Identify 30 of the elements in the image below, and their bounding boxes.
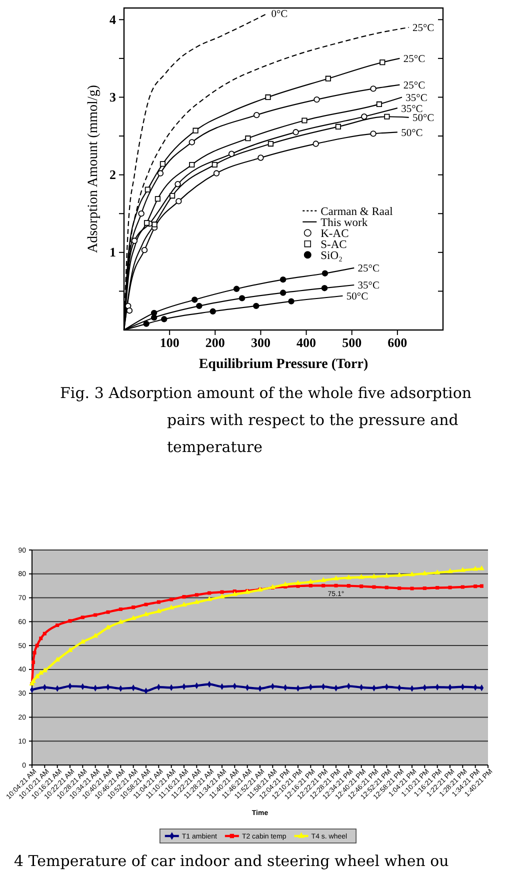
x-tick-label: 600 xyxy=(388,335,408,350)
annotation: 50°C xyxy=(346,292,368,303)
annotation: 25°C xyxy=(403,80,426,92)
annotation: 50°C xyxy=(401,128,423,139)
legend-label: S-AC xyxy=(320,238,348,251)
x-tick-label: 300 xyxy=(250,335,270,350)
legend-label: Carman & Raal xyxy=(320,206,393,218)
annotation: 35°C xyxy=(406,92,428,104)
x-tick-label: 500 xyxy=(342,335,362,350)
annotation: 25°C xyxy=(403,54,426,66)
x-axis-title: Equilibrium Pressure (Torr) xyxy=(198,357,368,372)
legend-label: SiO₂ xyxy=(320,250,343,262)
x-tick-label: 400 xyxy=(296,335,316,350)
y-axis-title: Adsorption Amount (mmol/g) xyxy=(86,84,101,253)
annotation: 35°C xyxy=(401,104,423,115)
caption: Fig. 3 Adsorption amount of the whole five adsorption pairs with respect to the pressure and temperature xyxy=(60,384,472,456)
annotation: 35°C xyxy=(358,280,380,292)
x-tick-label: 100 xyxy=(160,335,180,350)
text: 4 Temperature of car indoor and steering wheel when ou xyxy=(14,852,450,870)
annotation: 25°C xyxy=(412,23,434,34)
annotation: 50°C xyxy=(412,113,434,124)
y-tick-label: 4 xyxy=(110,12,116,27)
annotation: 25°C xyxy=(358,264,380,275)
legend-label: K-AC xyxy=(320,228,350,240)
y-tick-label: 1 xyxy=(110,244,116,260)
annotation: 0°C xyxy=(271,9,288,20)
y-tick-label: 2 xyxy=(110,166,116,182)
x-tick-label: 200 xyxy=(205,335,225,350)
legend-label: This work xyxy=(320,216,368,229)
y-tick-label: 3 xyxy=(110,89,116,104)
